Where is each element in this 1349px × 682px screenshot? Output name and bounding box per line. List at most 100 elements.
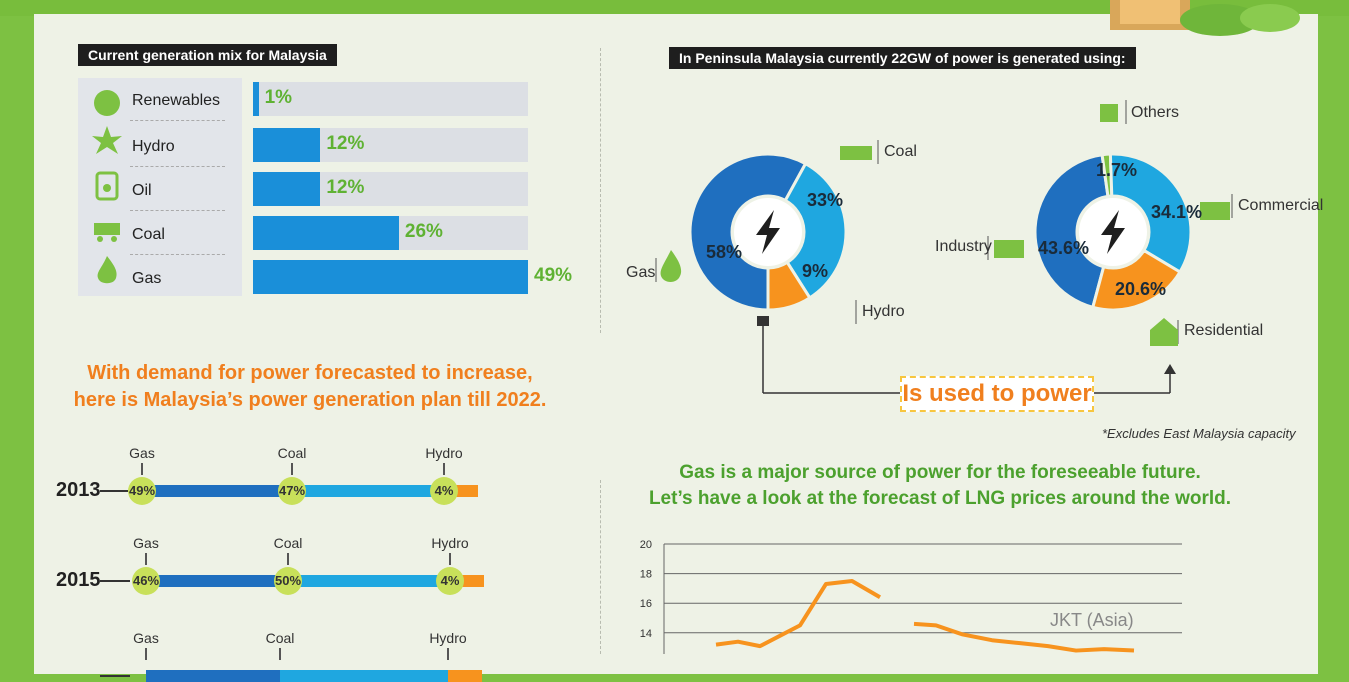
donut-slice-commercial [1108, 152, 1193, 275]
plan-pin [443, 463, 445, 475]
label-industry: Industry [935, 238, 992, 255]
plan-category-label: Coal [277, 445, 307, 461]
plan-axis-line [100, 490, 130, 492]
arrow-head-icon [1164, 364, 1176, 374]
content-panel [34, 14, 1318, 674]
plan-bar-gas [146, 670, 280, 682]
mix-category-label: Hydro [132, 138, 175, 155]
label-commercial: Commercial [1238, 197, 1324, 214]
plan-text-line2: here is Malaysia’s power generation plan… [73, 389, 547, 411]
donut-slice-hydro [766, 260, 812, 312]
plan-value-badge: 4% [436, 567, 464, 595]
donut-slice-residential [1090, 248, 1183, 312]
label-coal: Coal [884, 143, 917, 160]
donut-charts [655, 100, 1233, 394]
pct-commercial: 34.1% [1151, 202, 1203, 222]
used-to-power-label: Is used to power [900, 376, 1094, 412]
house-icon [1150, 318, 1178, 346]
plan-bar-coal [292, 485, 444, 497]
series-label-jkt: JKT (Asia) [1050, 610, 1134, 630]
mix-category-label: Oil [132, 182, 152, 199]
cart-shape [94, 223, 120, 235]
plan-category-label: Gas [129, 445, 155, 461]
plan-value-badge: 47% [278, 477, 306, 505]
donut-slice-industry [1033, 153, 1110, 310]
plan-pin [291, 463, 293, 475]
coal-cart-icon [840, 146, 872, 160]
plan-category-label: Coal [273, 535, 303, 551]
plan-pin [145, 553, 147, 565]
plan-bar-gas [146, 575, 288, 587]
divider-vertical-bottom [600, 480, 601, 654]
bar-value-label: 26% [404, 221, 443, 242]
mix-category-label: Renewables [132, 92, 221, 109]
plan-text: With demand for power forecasted to incr… [60, 360, 560, 414]
coal-cart-icon [94, 223, 120, 242]
mix-row-divider [130, 120, 225, 121]
series-line-jkt [715, 579, 882, 649]
mix-row-divider [130, 254, 225, 255]
pct-hydro-9: 9% [802, 261, 829, 281]
label-gas: Gas [626, 264, 656, 281]
house-decoration-icon [1110, 0, 1300, 36]
plan-year-label: 2015 [56, 569, 101, 591]
plan-bar-coal [280, 670, 448, 682]
others-puzzle-icon [1100, 104, 1118, 122]
mix-row-divider [130, 210, 225, 211]
plan-category-label: Hydro [431, 535, 469, 551]
lng-text: Gas is a major source of power for the f… [640, 460, 1240, 512]
peninsula-header: In Peninsula Malaysia currently 22GW of … [669, 47, 1136, 69]
plan-pin [449, 553, 451, 565]
oil-can-icon [95, 171, 119, 201]
lng-text-line1: Gas is a major source of power for the f… [679, 462, 1201, 483]
divider-vertical-top [600, 48, 601, 333]
plan-value-badge: 50% [274, 567, 302, 595]
turbine-shape [92, 126, 122, 154]
sun-icon [94, 90, 120, 116]
mix-category-label: Coal [132, 226, 165, 243]
y-tick-label: 16 [640, 598, 652, 610]
bar-value-label: 12% [326, 177, 365, 198]
gas-flame-icon [660, 250, 682, 282]
plan-axis-line [100, 675, 130, 677]
bar-coal [253, 216, 399, 250]
bar-value-label: 12% [326, 133, 365, 154]
plan-bar-gas [142, 485, 292, 497]
bar-oil [253, 172, 321, 206]
y-tick-label: 20 [640, 539, 652, 551]
excludes-note: *Excludes East Malaysia capacity [1102, 426, 1296, 441]
y-tick-label: 18 [640, 569, 652, 581]
pct-coal-33: 33% [807, 190, 844, 210]
plan-bar-hydro [448, 670, 482, 682]
plug-icon [757, 316, 769, 326]
pct-industry: 43.6% [1038, 238, 1090, 258]
donut-slice-coal [783, 161, 848, 300]
top-grass-banner [0, 0, 1349, 16]
plan-category-label: Hydro [425, 445, 463, 461]
bar-value-label: 49% [534, 265, 573, 286]
factory-icon [1200, 202, 1230, 220]
plan-category-label: Gas [133, 535, 159, 551]
wheel [111, 236, 117, 242]
plan-pin [287, 553, 289, 565]
wheel [97, 236, 103, 242]
donut-slice-gas [688, 152, 808, 312]
plan-axis-line [100, 580, 130, 582]
bar-value-label: 1% [264, 87, 293, 108]
label-others: Others [1131, 104, 1180, 121]
pct-residential: 20.6% [1115, 279, 1167, 299]
plan-pin [141, 463, 143, 475]
mix-row-divider [130, 166, 225, 167]
plan-category-label: Coal [265, 630, 295, 646]
lightning-icon [756, 210, 780, 254]
plan-value-badge: 49% [128, 477, 156, 505]
sun-shape [94, 90, 120, 116]
bar-gas [253, 260, 528, 294]
plan-text-line1: With demand for power forecasted to incr… [87, 362, 533, 384]
pct-others: 1.7% [1096, 160, 1138, 180]
can-shape [95, 171, 119, 201]
mix-header: Current generation mix for Malaysia [78, 44, 337, 66]
y-tick-label: 14 [640, 628, 652, 640]
plan-category-label: Gas [133, 630, 159, 646]
drop-shape [103, 184, 111, 192]
